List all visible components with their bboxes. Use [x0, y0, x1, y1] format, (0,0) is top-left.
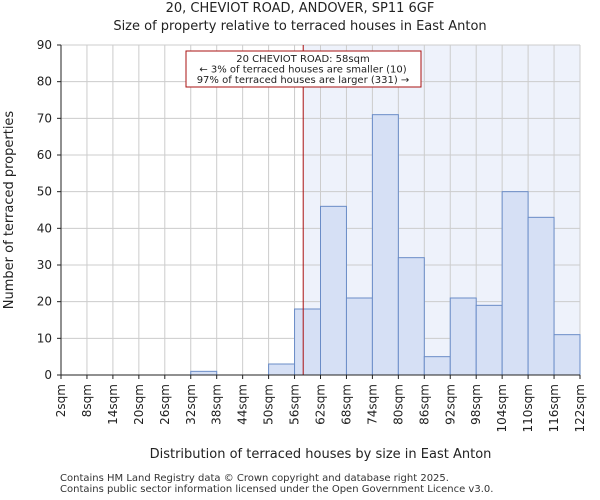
annotation-line-1: 20 CHEVIOT ROAD: 58sqm — [236, 54, 369, 65]
x-tick-label-86sqm: 86sqm — [417, 384, 431, 425]
footer-line-2: Contains public sector information licen… — [60, 484, 494, 495]
y-tick-label-60: 60 — [37, 148, 52, 162]
annotation-box — [185, 50, 422, 88]
x-tick-label-74sqm: 74sqm — [365, 384, 379, 425]
chart-subtitle: Size of property relative to terraced ho… — [113, 19, 487, 34]
x-tick-label-56sqm: 56sqm — [288, 384, 302, 425]
x-tick-label-122sqm: 122sqm — [573, 384, 587, 432]
bar-56sqm — [294, 308, 321, 376]
bar-68sqm — [345, 297, 373, 376]
x-tick-label-68sqm: 68sqm — [339, 384, 353, 425]
x-tick-label-50sqm: 50sqm — [262, 384, 276, 425]
x-tick-label-8sqm: 8sqm — [80, 384, 94, 417]
bar-50sqm — [268, 363, 296, 376]
x-tick-label-116sqm: 116sqm — [547, 384, 561, 432]
y-tick-label-80: 80 — [37, 75, 52, 89]
y-tick-label-40: 40 — [37, 221, 52, 235]
y-tick-label-10: 10 — [37, 331, 52, 345]
x-tick-label-80sqm: 80sqm — [391, 384, 405, 425]
x-tick-label-32sqm: 32sqm — [184, 384, 198, 425]
x-tick-label-44sqm: 44sqm — [236, 384, 250, 425]
x-tick-label-98sqm: 98sqm — [469, 384, 483, 425]
bar-98sqm — [475, 304, 503, 376]
bar-32sqm — [190, 370, 218, 376]
bar-104sqm — [501, 191, 529, 376]
bar-110sqm — [527, 216, 555, 376]
bar-80sqm — [397, 257, 425, 376]
bar-86sqm — [423, 356, 451, 376]
y-tick-label-90: 90 — [37, 38, 52, 52]
y-tick-label-30: 30 — [37, 258, 52, 272]
x-tick-label-92sqm: 92sqm — [443, 384, 457, 425]
y-tick-label-70: 70 — [37, 111, 52, 125]
y-tick-label-50: 50 — [37, 185, 52, 199]
annotation-line-2: ← 3% of terraced houses are smaller (10) — [199, 65, 406, 76]
y-tick-label-0: 0 — [44, 368, 52, 382]
x-tick-label-38sqm: 38sqm — [210, 384, 224, 425]
bar-74sqm — [371, 114, 399, 376]
x-tick-label-110sqm: 110sqm — [521, 384, 535, 432]
footer-line-1: Contains HM Land Registry data © Crown c… — [60, 473, 449, 484]
y-axis-label: Number of terraced properties — [2, 111, 17, 310]
bar-62sqm — [320, 205, 347, 376]
x-tick-label-62sqm: 62sqm — [314, 384, 328, 425]
bar-116sqm — [553, 334, 581, 376]
x-tick-label-20sqm: 20sqm — [132, 384, 146, 425]
chart-title: 20, CHEVIOT ROAD, ANDOVER, SP11 6GF — [165, 1, 435, 16]
x-axis-label: Distribution of terraced houses by size … — [150, 447, 492, 462]
y-tick-label-20: 20 — [37, 295, 52, 309]
bar-92sqm — [449, 297, 477, 376]
annotation-line-3: 97% of terraced houses are larger (331) … — [197, 75, 410, 86]
x-tick-label-26sqm: 26sqm — [158, 384, 172, 425]
x-tick-label-14sqm: 14sqm — [106, 384, 120, 425]
x-tick-label-104sqm: 104sqm — [495, 384, 509, 432]
x-tick-label-2sqm: 2sqm — [54, 384, 68, 417]
